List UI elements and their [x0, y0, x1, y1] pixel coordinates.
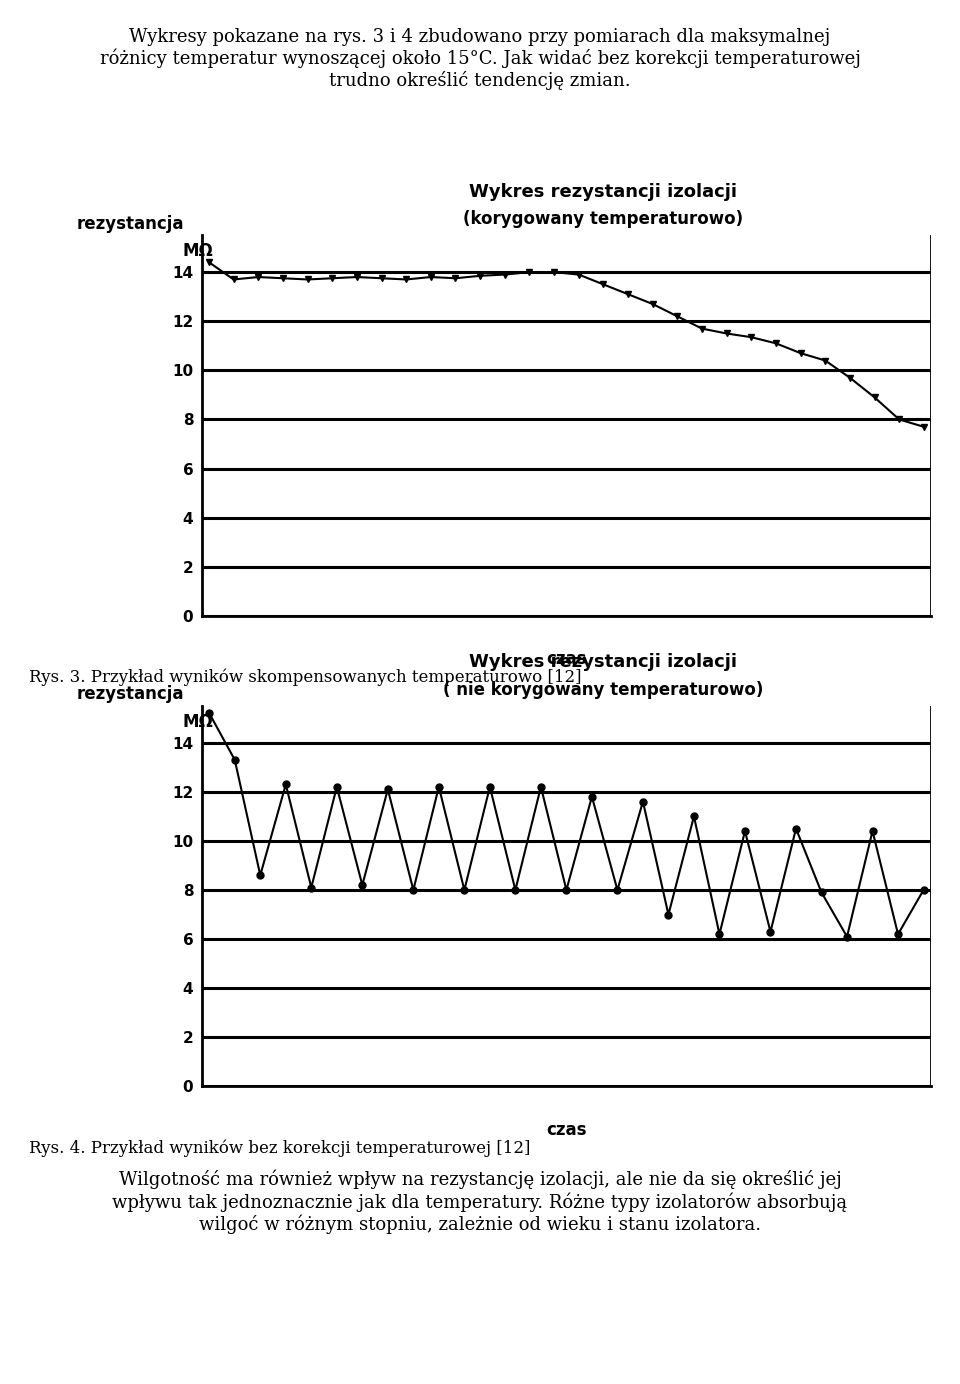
- Text: rezystancja: rezystancja: [77, 215, 184, 233]
- Text: (korygowany temperaturowo): (korygowany temperaturowo): [463, 210, 743, 228]
- Text: Rys. 4. Przykład wyników bez korekcji temperaturowej [12]: Rys. 4. Przykład wyników bez korekcji te…: [29, 1139, 530, 1157]
- Text: Wykresy pokazane na rys. 3 i 4 zbudowano przy pomiarach dla maksymalnej
różnicy : Wykresy pokazane na rys. 3 i 4 zbudowano…: [100, 28, 860, 90]
- Text: Rys. 3. Przykład wyników skompensowanych temperaturowo [12]: Rys. 3. Przykład wyników skompensowanych…: [29, 668, 582, 686]
- Text: ( nie korygowany temperaturowo): ( nie korygowany temperaturowo): [443, 681, 763, 699]
- Text: Wykres rezystancji izolacji: Wykres rezystancji izolacji: [468, 183, 737, 201]
- Text: rezystancja: rezystancja: [77, 685, 184, 703]
- Text: MΩ: MΩ: [182, 242, 213, 260]
- Text: czas: czas: [546, 1121, 587, 1139]
- Text: Wykres rezystancji izolacji: Wykres rezystancji izolacji: [468, 653, 737, 671]
- Text: MΩ: MΩ: [182, 713, 213, 731]
- Text: czas: czas: [546, 650, 587, 668]
- Text: Wilgotność ma również wpływ na rezystancję izolacji, ale nie da się określić jej: Wilgotność ma również wpływ na rezystanc…: [112, 1169, 848, 1235]
